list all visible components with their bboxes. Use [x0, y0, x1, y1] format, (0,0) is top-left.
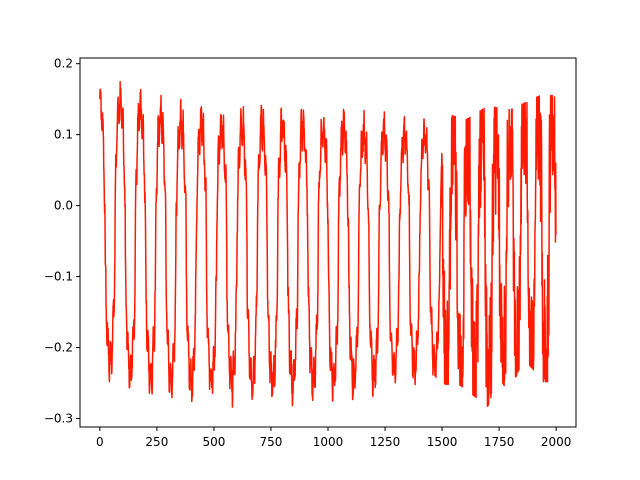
x-tick-label: 1750	[484, 435, 515, 449]
x-tick-label: 0	[96, 435, 104, 449]
y-tick-label: −0.3	[44, 411, 73, 425]
y-tick-label: 0.2	[54, 57, 73, 71]
x-tick-label: 750	[260, 435, 283, 449]
x-tick-label: 1000	[313, 435, 344, 449]
y-tick-label: −0.2	[44, 341, 73, 355]
y-axis: −0.3 −0.2 −0.1 0.0 0.1 0.2	[44, 57, 80, 425]
y-tick-label: 0.0	[54, 199, 73, 213]
x-tick-label: 2000	[541, 435, 572, 449]
y-tick-label: 0.1	[54, 128, 73, 142]
series-line	[99, 80, 557, 408]
x-tick-label: 1500	[427, 435, 458, 449]
x-tick-label: 1250	[370, 435, 401, 449]
y-tick-label: −0.1	[44, 270, 73, 284]
x-tick-label: 250	[145, 435, 168, 449]
plot-area	[99, 80, 557, 408]
x-tick-label: 500	[202, 435, 225, 449]
x-axis: 0 250 500 750 1000 1250 1500 1750 2000	[96, 427, 571, 449]
